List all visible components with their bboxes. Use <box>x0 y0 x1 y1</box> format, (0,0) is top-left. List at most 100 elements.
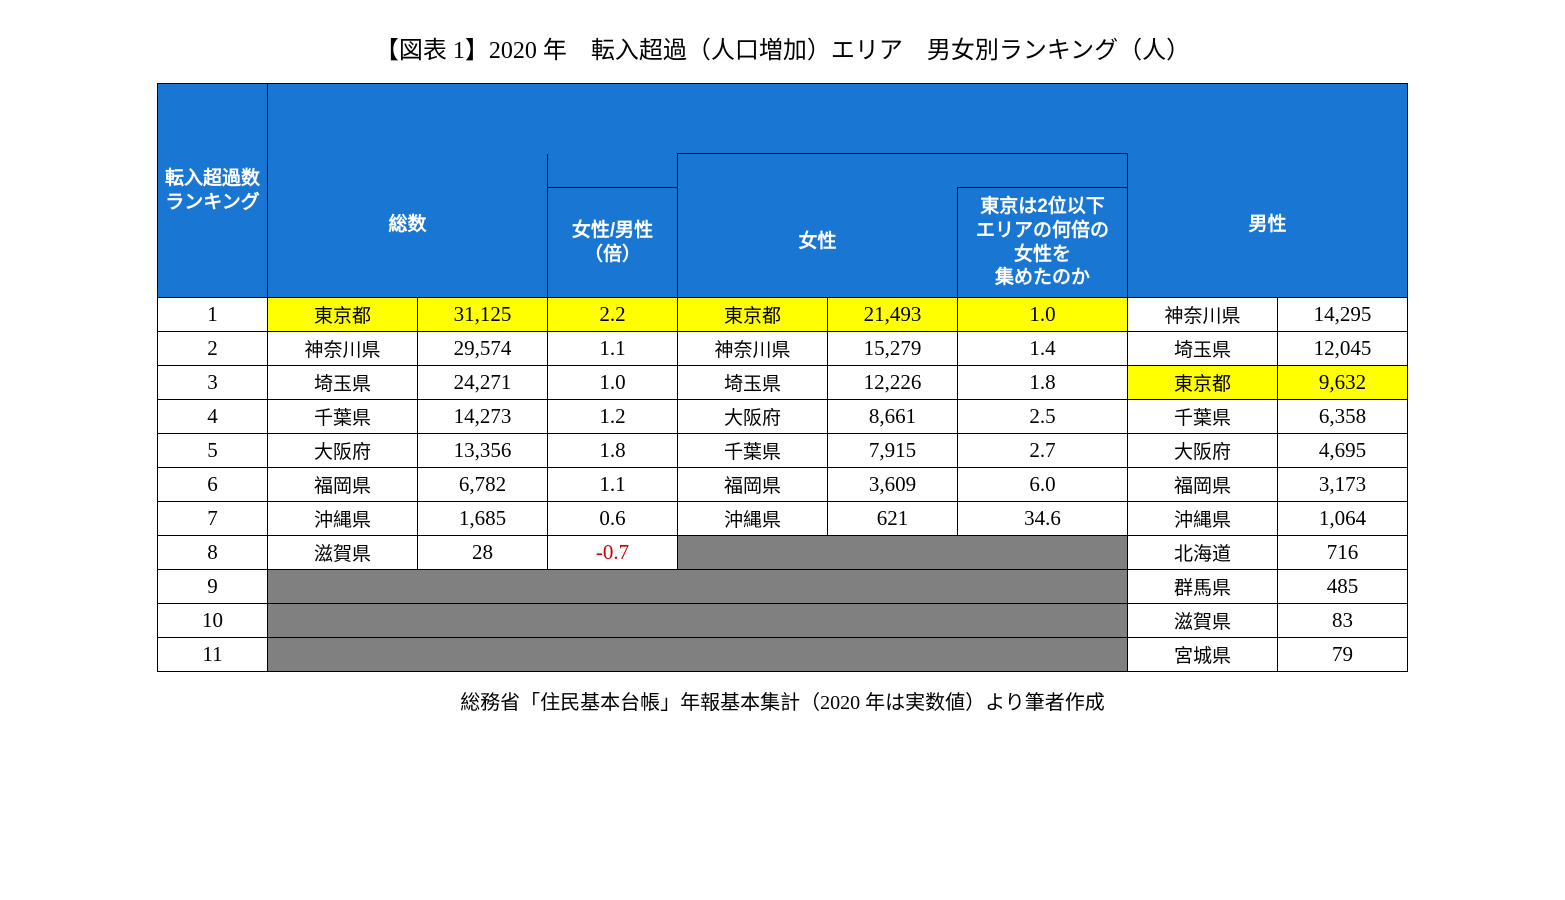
cell-female-value: 12,226 <box>828 366 958 400</box>
cell-multiplier: 6.0 <box>958 468 1128 502</box>
cell-rank: 3 <box>158 366 268 400</box>
cell-ratio: -0.7 <box>548 536 678 570</box>
cell-ratio: 1.1 <box>548 468 678 502</box>
cell-ratio: 0.6 <box>548 502 678 536</box>
cell-total-value: 14,273 <box>418 400 548 434</box>
cell-male-name: 東京都 <box>1128 366 1278 400</box>
grey-block <box>268 604 1128 638</box>
cell-male-name: 群馬県 <box>1128 570 1278 604</box>
table-header: 転入超過数ランキング 総数 男性 女性/男性（倍） 女性 東京は2位以下エリアの… <box>158 84 1408 298</box>
cell-total-name: 福岡県 <box>268 468 418 502</box>
cell-multiplier: 1.4 <box>958 332 1128 366</box>
cell-female-value: 21,493 <box>828 298 958 332</box>
cell-female-name: 神奈川県 <box>678 332 828 366</box>
grey-block <box>268 638 1128 672</box>
cell-male-name: 北海道 <box>1128 536 1278 570</box>
cell-male-value: 6,358 <box>1278 400 1408 434</box>
cell-male-value: 716 <box>1278 536 1408 570</box>
cell-ratio: 1.1 <box>548 332 678 366</box>
cell-ratio: 1.8 <box>548 434 678 468</box>
cell-ratio: 1.0 <box>548 366 678 400</box>
cell-female-value: 3,609 <box>828 468 958 502</box>
cell-total-value: 31,125 <box>418 298 548 332</box>
cell-total-name: 沖縄県 <box>268 502 418 536</box>
cell-rank: 10 <box>158 604 268 638</box>
figure-title: 【図表 1】2020 年 転入超過（人口増加）エリア 男女別ランキング（人） <box>50 30 1515 65</box>
cell-male-value: 14,295 <box>1278 298 1408 332</box>
grey-block <box>268 570 1128 604</box>
header-total: 総数 <box>268 154 548 298</box>
cell-rank: 7 <box>158 502 268 536</box>
header-mult: 東京は2位以下エリアの何倍の女性を集めたのか <box>958 188 1128 298</box>
cell-multiplier: 2.7 <box>958 434 1128 468</box>
cell-male-value: 3,173 <box>1278 468 1408 502</box>
cell-multiplier: 1.0 <box>958 298 1128 332</box>
cell-multiplier: 1.8 <box>958 366 1128 400</box>
cell-rank: 5 <box>158 434 268 468</box>
header-female-top <box>678 154 1128 188</box>
cell-female-value: 15,279 <box>828 332 958 366</box>
table-row: 7沖縄県1,6850.6沖縄県62134.6沖縄県1,064 <box>158 502 1408 536</box>
table-row: 1東京都31,1252.2東京都21,4931.0神奈川県14,295 <box>158 298 1408 332</box>
cell-total-name: 大阪府 <box>268 434 418 468</box>
cell-female-name: 沖縄県 <box>678 502 828 536</box>
cell-rank: 11 <box>158 638 268 672</box>
table-row: 2神奈川県29,5741.1神奈川県15,2791.4埼玉県12,045 <box>158 332 1408 366</box>
cell-total-name: 東京都 <box>268 298 418 332</box>
cell-rank: 8 <box>158 536 268 570</box>
cell-male-name: 大阪府 <box>1128 434 1278 468</box>
cell-total-name: 滋賀県 <box>268 536 418 570</box>
cell-male-name: 宮城県 <box>1128 638 1278 672</box>
cell-female-value: 621 <box>828 502 958 536</box>
cell-total-name: 神奈川県 <box>268 332 418 366</box>
cell-rank: 6 <box>158 468 268 502</box>
cell-female-value: 8,661 <box>828 400 958 434</box>
cell-female-name: 埼玉県 <box>678 366 828 400</box>
cell-total-value: 24,271 <box>418 366 548 400</box>
cell-total-value: 13,356 <box>418 434 548 468</box>
cell-total-value: 28 <box>418 536 548 570</box>
cell-rank: 9 <box>158 570 268 604</box>
table-row: 4千葉県14,2731.2大阪府8,6612.5千葉県6,358 <box>158 400 1408 434</box>
cell-ratio: 1.2 <box>548 400 678 434</box>
cell-male-name: 福岡県 <box>1128 468 1278 502</box>
grey-block <box>678 536 1128 570</box>
cell-rank: 4 <box>158 400 268 434</box>
cell-male-value: 485 <box>1278 570 1408 604</box>
table-row: 3埼玉県24,2711.0埼玉県12,2261.8東京都9,632 <box>158 366 1408 400</box>
cell-male-value: 4,695 <box>1278 434 1408 468</box>
cell-female-name: 福岡県 <box>678 468 828 502</box>
cell-female-value: 7,915 <box>828 434 958 468</box>
cell-male-value: 79 <box>1278 638 1408 672</box>
cell-male-name: 滋賀県 <box>1128 604 1278 638</box>
header-spacer-ratio <box>548 154 678 188</box>
cell-ratio: 2.2 <box>548 298 678 332</box>
cell-total-value: 29,574 <box>418 332 548 366</box>
cell-male-name: 埼玉県 <box>1128 332 1278 366</box>
cell-male-name: 神奈川県 <box>1128 298 1278 332</box>
table-row: 5大阪府13,3561.8千葉県7,9152.7大阪府4,695 <box>158 434 1408 468</box>
cell-multiplier: 2.5 <box>958 400 1128 434</box>
cell-multiplier: 34.6 <box>958 502 1128 536</box>
table-row: 10 滋賀県83 <box>158 604 1408 638</box>
header-male: 男性 <box>1128 154 1408 298</box>
table-row: 8滋賀県28-0.7 北海道716 <box>158 536 1408 570</box>
cell-total-name: 千葉県 <box>268 400 418 434</box>
ranking-table: 転入超過数ランキング 総数 男性 女性/男性（倍） 女性 東京は2位以下エリアの… <box>157 83 1408 672</box>
cell-male-value: 12,045 <box>1278 332 1408 366</box>
figure-caption: 総務省「住民基本台帳」年報基本集計（2020 年は実数値）より筆者作成 <box>50 686 1515 715</box>
cell-male-value: 1,064 <box>1278 502 1408 536</box>
header-rank: 転入超過数ランキング <box>158 84 268 298</box>
cell-female-name: 東京都 <box>678 298 828 332</box>
table-row: 11 宮城県79 <box>158 638 1408 672</box>
header-top-span <box>268 84 1408 154</box>
cell-male-name: 沖縄県 <box>1128 502 1278 536</box>
cell-female-name: 千葉県 <box>678 434 828 468</box>
cell-male-name: 千葉県 <box>1128 400 1278 434</box>
cell-total-name: 埼玉県 <box>268 366 418 400</box>
cell-female-name: 大阪府 <box>678 400 828 434</box>
cell-male-value: 83 <box>1278 604 1408 638</box>
table-row: 6福岡県6,7821.1福岡県3,6096.0福岡県3,173 <box>158 468 1408 502</box>
cell-rank: 2 <box>158 332 268 366</box>
table-row: 9 群馬県485 <box>158 570 1408 604</box>
